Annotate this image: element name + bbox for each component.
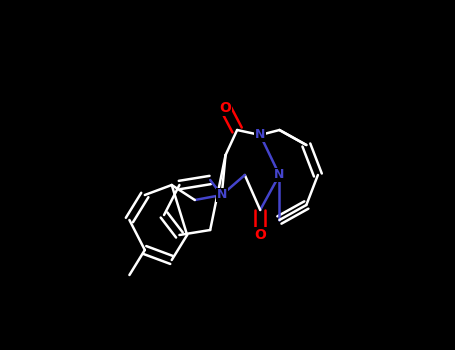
Text: N: N — [274, 168, 285, 182]
Text: O: O — [220, 101, 232, 115]
Text: N: N — [217, 189, 227, 202]
Text: O: O — [254, 228, 266, 242]
Text: N: N — [255, 128, 265, 141]
